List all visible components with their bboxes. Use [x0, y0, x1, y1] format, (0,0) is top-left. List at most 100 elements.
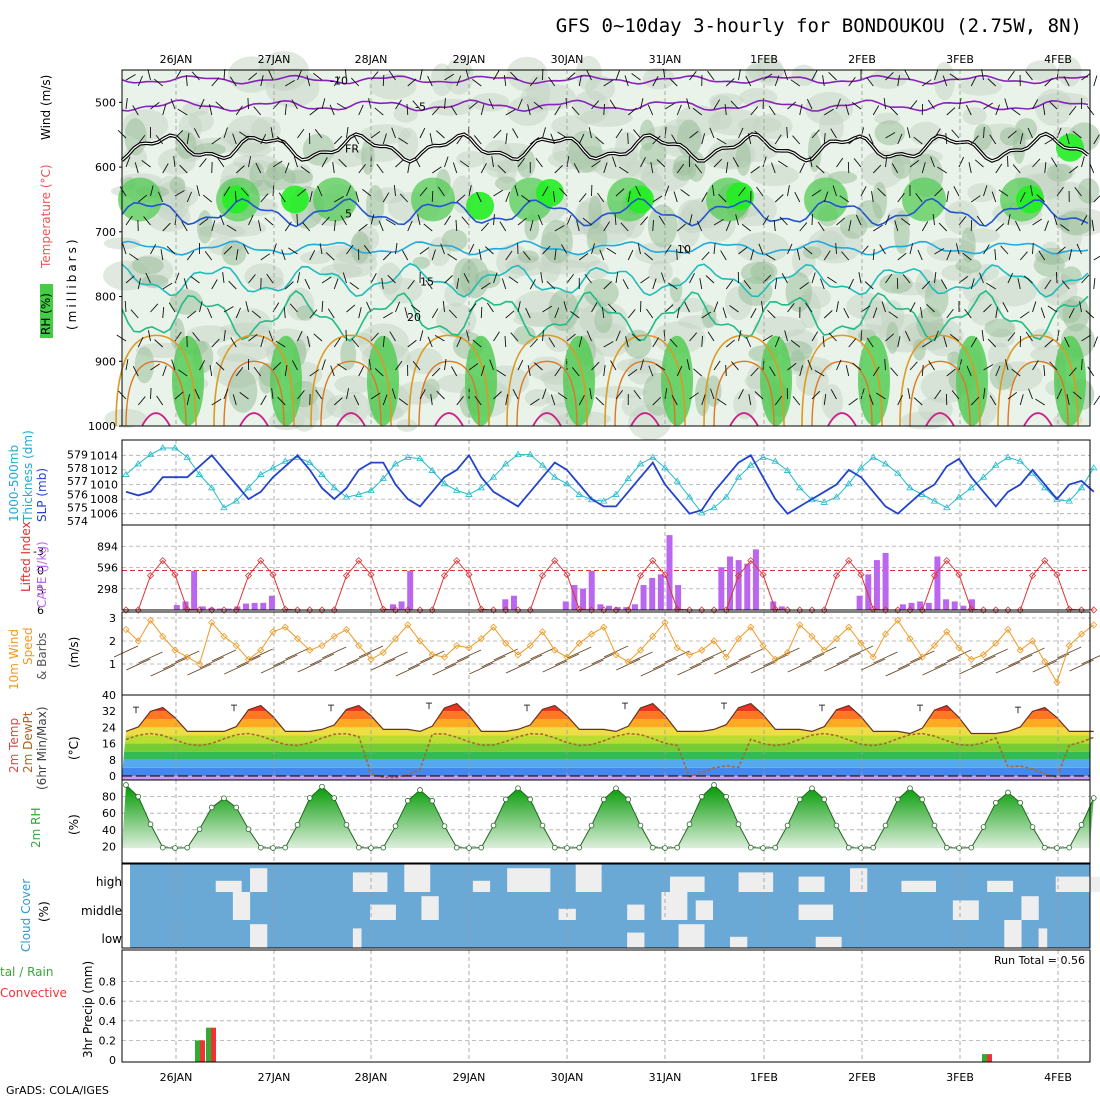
wind-barb [472, 339, 482, 348]
wind-barb [591, 361, 600, 371]
wind-speed-marker [796, 621, 804, 629]
wind-barb [548, 337, 556, 348]
wind-barb [527, 365, 531, 377]
wind-barb [946, 191, 949, 203]
rh-moist-blob [411, 177, 455, 222]
rh-shade-mid [258, 363, 274, 394]
contour-minus10 [121, 74, 1089, 85]
rh-shade-mid [624, 329, 652, 359]
wind-barb [618, 166, 629, 174]
wind-barb [1056, 330, 1060, 342]
rh-shade-mid [924, 279, 949, 317]
lifted-index-marker [734, 572, 743, 580]
wind-barb [1081, 334, 1091, 342]
wind-speed-marker [257, 646, 265, 654]
wind-barb [958, 156, 965, 168]
rh-moist-column [661, 335, 693, 426]
rh-shade-low [225, 115, 275, 154]
thickness-marker [1016, 457, 1024, 464]
rh-area [122, 785, 1094, 849]
wind-barb [684, 301, 690, 313]
wind-barb [493, 189, 504, 197]
wind-barb [302, 222, 311, 232]
wind-barb [370, 214, 375, 226]
wind-barb [955, 243, 960, 255]
wind-barb [407, 78, 417, 87]
wind-barb [370, 332, 379, 342]
contour-35 [336, 412, 366, 427]
wind-barb [170, 98, 176, 110]
wind-barb [680, 189, 690, 197]
wind-barb [190, 276, 200, 284]
wind-speed-marker [232, 642, 240, 650]
wind-barb [398, 398, 409, 406]
wind-barb [271, 388, 274, 400]
wind-barb [381, 278, 384, 290]
wind-barb [141, 160, 151, 168]
thickness-marker [722, 493, 730, 500]
wind-barb [603, 103, 605, 116]
wind-speed-marker [1041, 658, 1049, 666]
wind-barb [1065, 133, 1070, 145]
wind-barb [566, 214, 572, 226]
temperature-axis-label: Temperature (°C) [39, 164, 53, 269]
wind-barb [1019, 191, 1026, 203]
wind-barb [958, 276, 969, 284]
wind-barb [860, 186, 867, 197]
wind-barb [787, 185, 790, 197]
wind-speed-marker [367, 655, 375, 663]
wind-barb [561, 244, 568, 255]
wind-barb [589, 388, 592, 400]
wind-barb [186, 191, 192, 203]
lifted-index-marker [318, 606, 326, 614]
wind-speed-marker [906, 635, 914, 643]
rh-marker [1078, 822, 1085, 828]
wind-barb [891, 163, 899, 174]
wind-barb [209, 365, 213, 377]
cloud-cell [250, 924, 268, 948]
wind-barb [527, 104, 531, 116]
wind-barb [434, 334, 445, 342]
wind-barb [329, 104, 335, 116]
wind-barb [414, 156, 421, 168]
wind-barb [456, 75, 462, 87]
wind-barb [150, 102, 160, 110]
wind-barb [934, 69, 939, 81]
wind-barb [866, 337, 874, 348]
wind-barb-10m [150, 664, 175, 677]
wind-barb [145, 272, 151, 284]
cloud-cell [1038, 928, 1048, 948]
thickness-marker [538, 461, 547, 468]
wind-barb [480, 306, 483, 319]
rh-shade-mid [124, 118, 147, 156]
wind-barb [669, 338, 678, 348]
wind-barb [725, 339, 735, 348]
wind-barb [606, 247, 617, 255]
wind-speed-marker [171, 646, 179, 654]
rh-moist-column [465, 335, 497, 426]
wind-barb [922, 340, 932, 348]
wind-barb-10m [444, 656, 469, 669]
cape-bar [727, 556, 733, 610]
wind-barb [928, 360, 935, 371]
date-label-bottom: 31JAN [649, 1071, 682, 1084]
wind-barb-10m [162, 657, 188, 670]
wind-barb [1044, 162, 1047, 174]
wind-barb [909, 100, 918, 110]
wind-barb [591, 302, 598, 313]
wind-barb [595, 136, 605, 145]
wind-barb [943, 336, 948, 348]
wind-barb [707, 70, 715, 81]
wind-barb [845, 104, 850, 116]
wind-barb-10m [358, 645, 384, 658]
wind-speed-marker [930, 642, 939, 650]
lifted-index-marker [257, 557, 265, 565]
thickness-marker [514, 450, 522, 458]
wind-barb [291, 360, 298, 371]
wind-barb [725, 220, 731, 232]
wind-barb [835, 242, 837, 255]
lifted-index-marker [391, 606, 400, 614]
thickness-marker [465, 490, 473, 497]
wind-barb-10m [187, 663, 212, 676]
li-tick: -3 [33, 545, 44, 558]
